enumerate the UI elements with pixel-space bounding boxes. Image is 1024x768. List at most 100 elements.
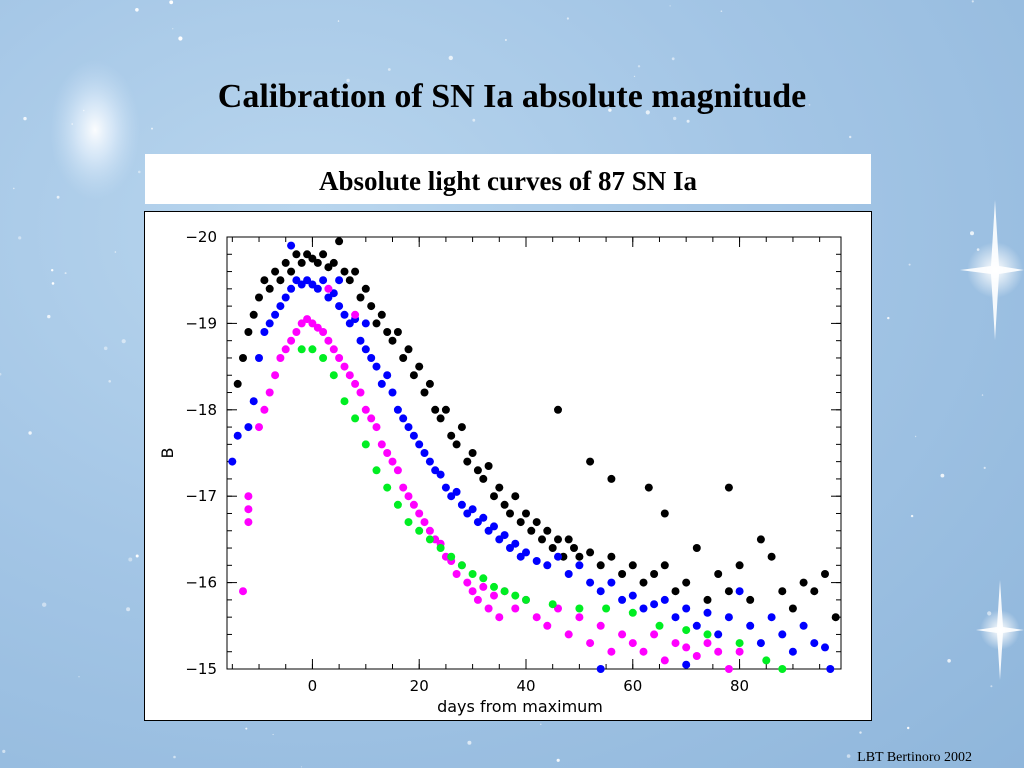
data-point-series-2	[543, 621, 552, 630]
data-point-series-0	[607, 474, 616, 483]
data-point-series-2	[329, 345, 338, 354]
data-point-series-1	[313, 284, 322, 293]
data-point-series-3	[628, 608, 637, 617]
star-speck	[987, 611, 992, 616]
data-point-series-2	[372, 423, 381, 432]
data-point-series-2	[404, 492, 413, 501]
star-speck	[448, 55, 453, 61]
data-point-series-1	[767, 613, 776, 622]
x-tick-label: 0	[308, 677, 318, 695]
star-speck	[669, 5, 671, 7]
data-point-series-0	[767, 552, 776, 561]
data-point-series-2	[287, 336, 296, 345]
data-point-series-0	[367, 302, 376, 311]
data-point-series-0	[724, 483, 733, 492]
star-speck	[859, 731, 862, 734]
data-point-series-1	[463, 509, 472, 518]
data-point-series-0	[292, 250, 301, 259]
data-point-series-1	[303, 276, 312, 285]
data-point-series-1	[596, 665, 605, 673]
star-speck	[990, 685, 993, 688]
data-point-series-2	[484, 604, 493, 613]
data-point-series-2	[495, 613, 504, 622]
data-point-series-2	[692, 652, 701, 660]
data-point-series-0	[452, 440, 461, 449]
data-point-series-0	[484, 462, 493, 470]
star-speck	[808, 104, 811, 106]
data-point-series-3	[404, 518, 413, 527]
data-point-series-0	[409, 371, 418, 380]
data-point-series-1	[607, 578, 616, 587]
star-speck	[971, 0, 974, 3]
data-point-series-1	[409, 431, 418, 440]
data-point-series-1	[335, 302, 344, 311]
data-point-series-0	[543, 526, 552, 535]
star-speck	[138, 170, 141, 174]
data-point-series-1	[287, 241, 296, 250]
data-point-series-3	[425, 535, 434, 544]
x-tick-label: 20	[410, 677, 429, 695]
star-speck	[151, 127, 153, 130]
star-speck	[71, 123, 73, 125]
data-point-series-1	[506, 544, 514, 552]
data-point-series-1	[473, 518, 482, 527]
data-point-series-2	[607, 647, 616, 656]
data-point-series-0	[554, 405, 562, 414]
star-speck	[337, 20, 340, 22]
data-point-series-1	[468, 505, 477, 514]
data-point-series-1	[244, 423, 253, 432]
star-speck	[126, 607, 131, 612]
data-point-series-1	[228, 457, 237, 466]
star-speck	[300, 766, 303, 768]
data-point-series-0	[618, 570, 627, 578]
data-point-series-0	[319, 250, 328, 259]
data-point-series-2	[415, 509, 424, 518]
data-point-series-2	[425, 526, 434, 535]
data-point-series-3	[500, 587, 509, 596]
data-point-series-1	[292, 276, 301, 285]
data-point-series-2	[303, 315, 312, 324]
data-point-series-1	[826, 665, 835, 673]
data-point-series-0	[244, 328, 253, 336]
data-point-series-0	[473, 466, 482, 475]
star-speck	[908, 263, 911, 266]
data-point-series-0	[607, 552, 616, 561]
data-point-series-2	[473, 595, 482, 604]
data-point-series-3	[308, 345, 317, 354]
data-point-series-1	[564, 570, 573, 578]
data-point-series-3	[522, 595, 530, 604]
star-speck	[981, 394, 984, 396]
data-point-series-0	[393, 328, 402, 336]
data-point-series-1	[377, 379, 386, 388]
data-point-series-2	[596, 621, 605, 630]
data-point-series-0	[639, 578, 648, 587]
data-point-series-0	[431, 405, 440, 414]
star-speck	[2, 749, 6, 754]
data-point-series-2	[660, 656, 669, 665]
data-point-series-3	[511, 591, 520, 600]
data-point-series-1	[399, 414, 408, 423]
data-point-series-1	[452, 487, 461, 496]
data-point-series-2	[420, 518, 429, 527]
data-point-series-2	[265, 388, 274, 397]
data-point-series-1	[788, 647, 797, 656]
data-point-series-0	[724, 587, 733, 596]
star-speck	[467, 740, 472, 745]
star-speck	[173, 755, 176, 759]
chart-subtitle: Absolute light curves of 87 SN Ia	[145, 154, 871, 204]
data-point-series-3	[778, 665, 787, 673]
data-point-series-3	[735, 639, 744, 648]
data-point-series-1	[671, 613, 680, 622]
data-point-series-1	[431, 466, 440, 475]
star-speck	[114, 251, 117, 253]
data-point-series-1	[724, 613, 733, 622]
data-point-series-2	[735, 647, 744, 656]
star-speck	[720, 10, 723, 12]
data-point-series-1	[335, 276, 344, 285]
star-speck	[608, 108, 612, 112]
data-point-series-1	[554, 552, 562, 561]
data-point-series-2	[319, 328, 328, 336]
data-point-series-0	[271, 267, 280, 276]
x-axis-ticks: 0 20 40 60 80	[231, 237, 821, 695]
data-point-series-1	[821, 643, 829, 652]
